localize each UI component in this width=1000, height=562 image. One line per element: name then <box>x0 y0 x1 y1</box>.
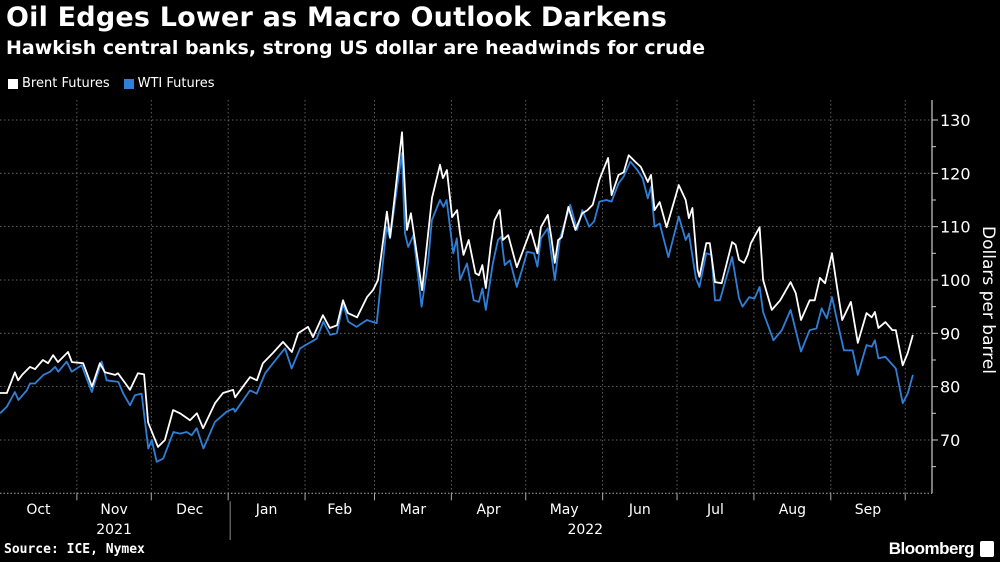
legend-item-wti: WTI Futures <box>123 76 215 91</box>
chart-title: Oil Edges Lower as Macro Outlook Darkens <box>6 2 668 33</box>
x-tick-label: Jun <box>628 502 651 518</box>
x-tick-label: Mar <box>400 502 427 518</box>
y-tick-label: 70 <box>940 431 960 450</box>
x-year-label: 2022 <box>567 522 603 538</box>
y-axis-title: Dollars per barrel <box>978 226 998 374</box>
x-tick-label: Aug <box>779 502 806 518</box>
legend-swatch-wti <box>123 78 134 89</box>
legend-label-brent: Brent Futures <box>22 76 110 91</box>
series-line-brent <box>0 131 914 448</box>
legend-item-brent: Brent Futures <box>8 76 110 91</box>
y-tick-label: 110 <box>940 218 971 237</box>
y-tick-label: 90 <box>940 324 960 343</box>
x-tick-label: Sep <box>855 502 882 518</box>
x-tick-label: Feb <box>327 502 352 518</box>
y-tick-label: 100 <box>940 271 971 290</box>
y-tick-label: 120 <box>940 164 971 183</box>
y-tick-label: 130 <box>940 111 971 130</box>
x-year-label: 2021 <box>96 522 132 538</box>
legend: Brent Futures WTI Futures <box>8 76 215 91</box>
x-tick-label: May <box>550 502 579 518</box>
x-tick-label: Dec <box>176 502 203 518</box>
series-line-wti <box>0 152 914 463</box>
bloomberg-logo-icon <box>980 541 994 557</box>
x-tick-label: Jul <box>706 502 724 518</box>
legend-swatch-brent <box>8 78 18 89</box>
x-tick-label: Jan <box>255 502 278 518</box>
bloomberg-logo: Bloomberg <box>888 539 975 558</box>
x-tick-label: Nov <box>100 502 127 518</box>
legend-label-wti: WTI Futures <box>137 76 215 91</box>
y-tick-label: 80 <box>940 378 960 397</box>
chart-subtitle: Hawkish central banks, strong US dollar … <box>6 37 706 59</box>
x-tick-label: Apr <box>476 502 500 518</box>
x-tick-label: Oct <box>26 502 51 518</box>
source-note: Source: ICE, Nymex <box>4 542 145 557</box>
